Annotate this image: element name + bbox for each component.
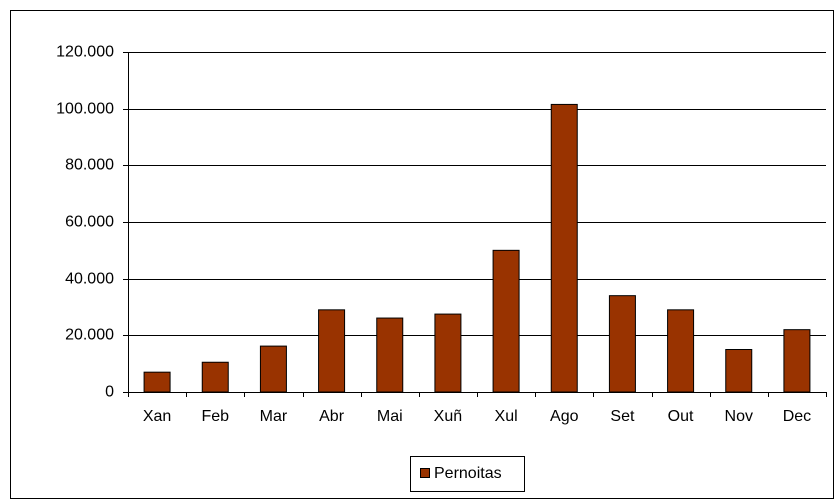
x-tick-label: Dec: [783, 408, 811, 425]
x-tick-label: Set: [610, 408, 635, 425]
y-tick-label: 80.000: [65, 157, 114, 174]
x-tick-label: Out: [668, 408, 694, 425]
y-tick-label: 120.000: [56, 44, 114, 61]
y-tick-label: 100.000: [56, 101, 114, 118]
x-tick-label: Nov: [725, 408, 753, 425]
bar: [783, 329, 811, 393]
bar: [667, 309, 695, 393]
bar: [143, 371, 171, 393]
bar: [608, 295, 636, 393]
x-tick-label: Mar: [260, 408, 288, 425]
x-tick-label: Xul: [495, 408, 518, 425]
x-tick-label: Abr: [319, 408, 345, 425]
y-tick-label: 40.000: [65, 271, 114, 288]
x-tick-label: Feb: [201, 408, 229, 425]
bar: [550, 103, 578, 393]
x-tick-label: Mai: [377, 408, 403, 425]
bar: [725, 349, 753, 393]
chart-border: [10, 10, 834, 499]
bar: [201, 361, 229, 393]
x-tick-label: Xan: [143, 408, 171, 425]
y-tick-label: 0: [105, 384, 114, 401]
legend-label: Pernoitas: [434, 465, 502, 482]
bar: [318, 309, 346, 393]
bar: [376, 317, 404, 393]
x-tick-label: Ago: [550, 408, 579, 425]
bar: [259, 345, 287, 393]
y-tick-label: 60.000: [65, 214, 114, 231]
bar: [434, 313, 462, 393]
legend-swatch: [420, 468, 430, 478]
x-tick-label: Xuñ: [434, 408, 462, 425]
bar: [492, 249, 520, 393]
y-tick-label: 20.000: [65, 327, 114, 344]
